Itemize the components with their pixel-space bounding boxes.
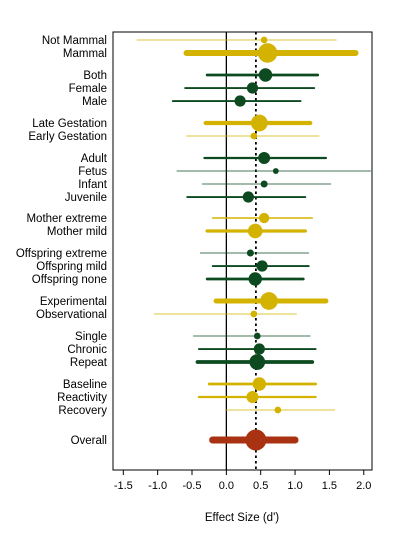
point-estimate <box>253 343 265 355</box>
row-label: Male <box>82 96 107 108</box>
point-estimate <box>256 260 268 272</box>
x-tick-label: -1.5 <box>114 480 133 492</box>
row-label: Chronic <box>67 344 107 356</box>
row-label: Both <box>83 70 107 82</box>
row-label: Offspring extreme <box>16 248 107 260</box>
point-estimate <box>274 406 282 414</box>
plot-frame <box>112 31 373 471</box>
row-label: Fetus <box>78 166 107 178</box>
point-estimate <box>250 310 258 318</box>
x-tick-label: 1.5 <box>322 480 337 492</box>
row-label: Female <box>69 83 107 95</box>
row-label: Late Gestation <box>32 118 107 130</box>
row-label: Observational <box>36 309 107 321</box>
row-label: Offspring none <box>32 274 107 286</box>
point-estimate <box>253 332 261 340</box>
row-label: Juvenile <box>65 192 107 204</box>
point-estimate <box>272 168 279 174</box>
point-estimate <box>250 132 258 140</box>
row-label: Infant <box>78 179 108 191</box>
x-tick-label: 0.5 <box>253 480 268 492</box>
point-estimate <box>246 82 259 94</box>
point-estimate <box>242 191 254 203</box>
x-tick-label: -1.0 <box>148 480 167 492</box>
point-estimate <box>260 180 268 188</box>
point-estimate <box>257 43 278 63</box>
point-estimate <box>250 114 268 132</box>
row-label: Single <box>75 331 107 343</box>
point-estimate <box>258 212 270 224</box>
point-estimate <box>260 292 278 310</box>
row-label: Mammal <box>63 48 107 60</box>
row-label: Early Gestation <box>28 131 107 143</box>
point-estimate <box>258 68 273 82</box>
row-label: Repeat <box>70 357 108 369</box>
row-label: Recovery <box>58 405 107 417</box>
point-estimate <box>258 151 271 165</box>
row-label: Reactivity <box>57 392 107 404</box>
row-label: Overall <box>71 435 107 447</box>
row-label: Baseline <box>63 379 107 391</box>
point-estimate <box>234 95 246 107</box>
point-estimate <box>249 354 266 370</box>
point-estimate <box>248 272 262 286</box>
row-label: Offspring mild <box>36 261 107 273</box>
x-axis-title: Effect Size (d') <box>205 512 279 524</box>
x-tick-label: -0.5 <box>183 480 202 492</box>
forest-rows <box>136 36 371 451</box>
point-estimate <box>246 249 254 257</box>
row-label: Experimental <box>40 296 107 308</box>
row-label: Mother mild <box>47 226 107 238</box>
point-estimate <box>246 390 259 404</box>
row-label: Mother extreme <box>26 213 107 225</box>
x-tick-label: 1.0 <box>287 480 302 492</box>
point-estimate <box>245 429 267 451</box>
x-tick-label: 2.0 <box>356 480 371 492</box>
point-estimate <box>252 377 267 391</box>
point-estimate <box>247 223 263 239</box>
row-label: Not Mammal <box>42 35 107 47</box>
row-label: Adult <box>81 153 108 165</box>
point-estimate <box>260 36 268 44</box>
x-tick-label: 0.0 <box>219 480 234 492</box>
x-axis-ticks: -1.5 -1.0 -0.5 0.0 0.5 1.0 1.5 2.0 <box>114 470 371 492</box>
